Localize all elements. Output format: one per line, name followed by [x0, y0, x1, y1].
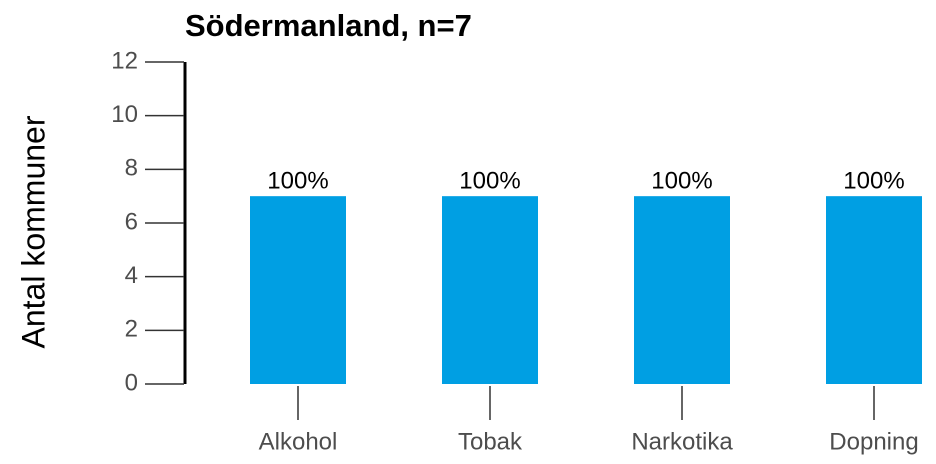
value-label: 100%: [651, 168, 712, 195]
bar: [442, 196, 538, 384]
y-axis-label: Antal kommuner: [15, 115, 51, 348]
bar: [634, 196, 730, 384]
x-tick-label: Alkohol: [259, 428, 338, 455]
x-tick-label: Tobak: [458, 428, 523, 455]
y-tick-label: 4: [125, 262, 138, 289]
y-tick-label: 2: [125, 316, 138, 343]
y-tick-label: 12: [111, 47, 138, 74]
y-tick-label: 10: [111, 101, 138, 128]
y-tick-label: 6: [125, 208, 138, 235]
bar: [250, 196, 346, 384]
y-tick-label: 0: [125, 369, 138, 396]
value-label: 100%: [843, 168, 904, 195]
x-tick-label: Narkotika: [631, 428, 733, 455]
value-label: 100%: [459, 168, 520, 195]
chart-title: Södermanland, n=7: [185, 8, 472, 43]
bar: [826, 196, 922, 384]
x-tick-label: Dopning: [829, 428, 918, 455]
value-label: 100%: [267, 168, 328, 195]
y-tick-label: 8: [125, 155, 138, 182]
